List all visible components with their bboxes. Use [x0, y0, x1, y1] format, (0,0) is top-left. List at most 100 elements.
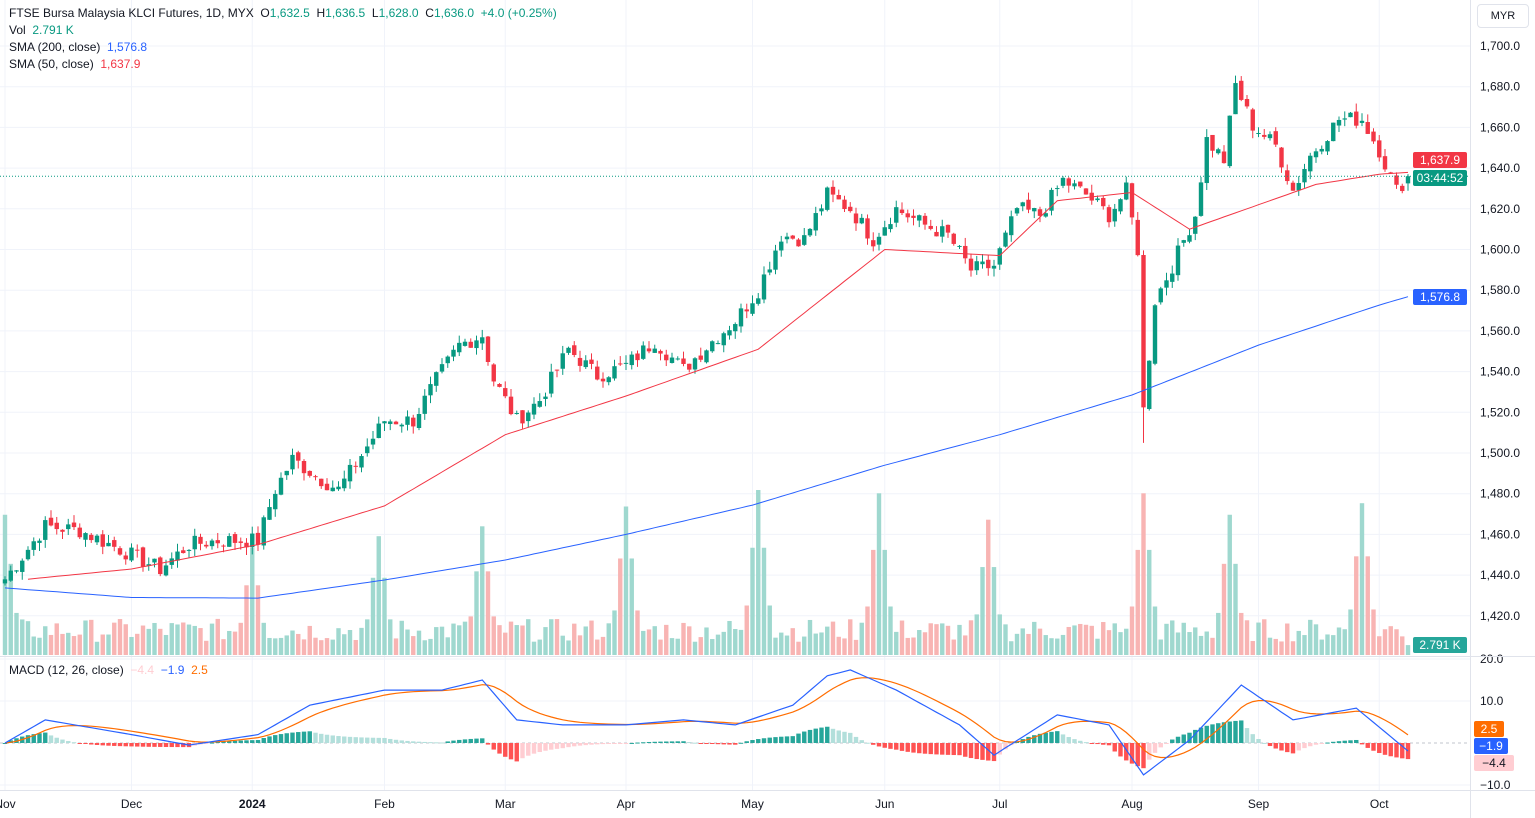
- candle: [261, 515, 266, 550]
- candle: [986, 255, 991, 276]
- y-tick-label: 1,580.0: [1480, 283, 1520, 297]
- volume-bar: [744, 605, 749, 655]
- candle-body: [1302, 169, 1307, 183]
- candle: [1365, 114, 1370, 134]
- candle-body: [1227, 115, 1232, 167]
- candle-body: [945, 224, 951, 233]
- histogram-bar: [181, 743, 186, 748]
- candle-body: [457, 342, 462, 353]
- volume-bar: [1060, 634, 1066, 655]
- candle-body: [8, 570, 13, 581]
- histogram-bar: [416, 741, 422, 743]
- candle: [1256, 127, 1261, 138]
- histogram-bar: [1285, 743, 1290, 753]
- volume-bar: [1244, 620, 1250, 655]
- histogram-bar: [451, 740, 456, 743]
- histogram-bar: [405, 740, 410, 743]
- candle: [152, 558, 157, 568]
- low-value: 1,628.0: [378, 6, 419, 20]
- histogram-bar: [238, 740, 243, 743]
- candle: [566, 346, 571, 355]
- currency-button[interactable]: MYR: [1477, 4, 1529, 28]
- volume-bar: [324, 638, 330, 655]
- volume-bar: [1112, 623, 1117, 655]
- volume-bar: [629, 558, 634, 655]
- candle: [1055, 185, 1060, 197]
- histogram-bar: [411, 741, 416, 743]
- candle: [859, 213, 864, 225]
- candle-body: [359, 456, 364, 468]
- candle-body: [94, 535, 100, 543]
- histogram-bar: [336, 736, 341, 743]
- volume-bar: [572, 623, 577, 655]
- candle-body: [1313, 151, 1319, 158]
- volume-bar: [1388, 626, 1393, 655]
- candle-body: [1216, 149, 1221, 154]
- volume-legend[interactable]: Vol 2.791 K: [9, 23, 74, 37]
- candle-body: [60, 529, 65, 532]
- volume-bar: [1319, 639, 1324, 655]
- candle-body: [595, 366, 600, 380]
- volume-bar: [675, 638, 680, 655]
- candle: [1181, 239, 1186, 247]
- histogram-bar: [428, 742, 433, 744]
- candle-body: [658, 350, 663, 354]
- histogram-bar: [911, 743, 916, 753]
- volume-bar: [750, 547, 755, 655]
- candle: [1348, 112, 1353, 118]
- candle: [405, 410, 410, 431]
- candle: [951, 232, 956, 246]
- volume-bar: [1009, 641, 1014, 655]
- candle-body: [1158, 288, 1163, 303]
- candle-body: [629, 354, 634, 366]
- candle: [618, 356, 623, 366]
- volume-bar: [802, 636, 807, 655]
- histogram-bar: [94, 743, 100, 745]
- sma50-legend[interactable]: SMA (50, close) 1,637.9: [9, 57, 141, 71]
- histogram-bar: [963, 743, 968, 757]
- volume-bar: [296, 633, 301, 655]
- volume-bar: [566, 640, 571, 655]
- histogram-bar: [1198, 727, 1204, 743]
- volume-bar: [1026, 633, 1031, 655]
- volume-bar: [1193, 627, 1198, 655]
- histogram-bar: [1290, 743, 1296, 754]
- y-tick-label: 1,560.0: [1480, 324, 1520, 338]
- y-tick-label: 1,640.0: [1480, 161, 1520, 175]
- sma200-legend[interactable]: SMA (200, close) 1,576.8: [9, 40, 148, 54]
- candle: [83, 532, 88, 547]
- volume-bar: [250, 547, 255, 655]
- histogram-bar: [60, 739, 65, 743]
- histogram-bar: [859, 740, 864, 743]
- histogram-bar: [284, 733, 289, 743]
- volume-bar: [543, 627, 548, 655]
- candle: [629, 351, 634, 370]
- candle: [641, 341, 646, 360]
- candle-body: [692, 358, 698, 370]
- candle: [1106, 204, 1112, 228]
- histogram-bar: [997, 743, 1002, 755]
- histogram-bar: [583, 743, 588, 746]
- volume-bar: [370, 577, 376, 655]
- candle: [439, 358, 445, 374]
- candle: [1221, 145, 1227, 164]
- volume-bar: [462, 621, 468, 655]
- macd-legend[interactable]: MACD (12, 26, close) −4.4 −1.9 2.5: [9, 663, 208, 677]
- volume-bar: [399, 620, 404, 655]
- volume-bar: [1371, 609, 1376, 655]
- candle: [865, 214, 870, 245]
- macd-histogram: [2, 720, 1411, 769]
- candle-body: [100, 534, 105, 547]
- candle-body: [940, 226, 945, 237]
- volume-bar: [635, 610, 640, 655]
- candle-body: [215, 540, 220, 544]
- candle-body: [1331, 122, 1336, 142]
- candle: [192, 528, 197, 556]
- macd-y-tick-label: 10.0: [1480, 694, 1504, 708]
- volume-bar: [14, 612, 19, 655]
- candle: [474, 335, 479, 355]
- candle-body: [54, 522, 59, 530]
- candle-body: [1072, 183, 1077, 187]
- histogram-tag: −4.4: [1474, 755, 1514, 771]
